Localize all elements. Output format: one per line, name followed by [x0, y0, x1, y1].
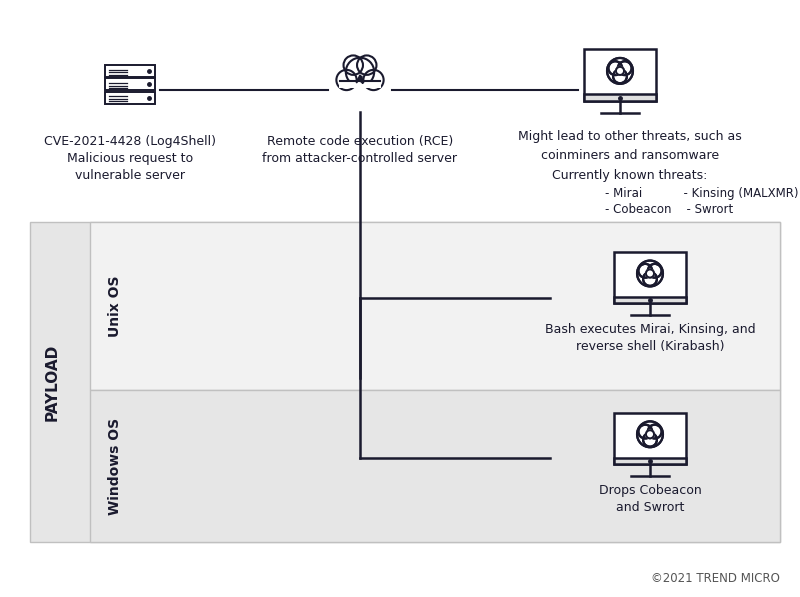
Bar: [583, 94, 657, 101]
Bar: [338, 79, 382, 86]
Text: - Cobeacon    - Swrort: - Cobeacon - Swrort: [605, 203, 734, 216]
Bar: [30, 222, 780, 542]
Circle shape: [646, 269, 654, 278]
Text: ©2021 TREND MICRO: ©2021 TREND MICRO: [651, 572, 780, 585]
Bar: [583, 94, 657, 101]
Text: coinminers and ransomware: coinminers and ransomware: [541, 149, 719, 162]
Circle shape: [608, 61, 622, 75]
Text: Bash executes Mirai, Kinsing, and
reverse shell (Kirabash): Bash executes Mirai, Kinsing, and revers…: [545, 323, 755, 353]
Circle shape: [613, 69, 627, 83]
Circle shape: [646, 430, 654, 438]
Bar: [90, 222, 780, 390]
Circle shape: [646, 269, 654, 278]
Bar: [614, 458, 686, 464]
Circle shape: [343, 56, 363, 75]
Circle shape: [648, 264, 662, 278]
Circle shape: [638, 424, 652, 438]
Text: Remote code execution (RCE)
from attacker-controlled server: Remote code execution (RCE) from attacke…: [262, 135, 458, 165]
Bar: [614, 297, 686, 303]
Circle shape: [616, 67, 624, 75]
Circle shape: [638, 264, 652, 278]
Text: CVE-2021-4428 (Log4Shell)
Malicious request to
vulnerable server: CVE-2021-4428 (Log4Shell) Malicious requ…: [44, 135, 216, 182]
Bar: [105, 92, 155, 103]
Bar: [614, 297, 686, 303]
Text: Unix OS: Unix OS: [108, 275, 122, 337]
Bar: [614, 413, 686, 464]
Bar: [105, 65, 155, 77]
Circle shape: [346, 58, 374, 86]
Circle shape: [363, 70, 384, 90]
Circle shape: [336, 70, 357, 90]
Text: PAYLOAD: PAYLOAD: [45, 343, 59, 421]
Text: Drops Cobeacon
and Swrort: Drops Cobeacon and Swrort: [598, 484, 702, 514]
Bar: [614, 458, 686, 464]
Bar: [583, 50, 657, 101]
Circle shape: [618, 61, 632, 75]
Circle shape: [646, 430, 654, 438]
Bar: [105, 78, 155, 90]
Bar: [614, 252, 686, 303]
Text: - Mirai           - Kinsing (MALXMR): - Mirai - Kinsing (MALXMR): [605, 187, 798, 200]
Circle shape: [616, 67, 624, 75]
Bar: [90, 390, 780, 542]
Circle shape: [643, 272, 657, 286]
Circle shape: [648, 424, 662, 438]
Text: Windows OS: Windows OS: [108, 417, 122, 515]
Circle shape: [643, 433, 657, 447]
Circle shape: [357, 56, 377, 75]
Text: Might lead to other threats, such as: Might lead to other threats, such as: [518, 130, 742, 143]
Text: Currently known threats:: Currently known threats:: [552, 169, 708, 182]
Bar: [339, 81, 381, 88]
